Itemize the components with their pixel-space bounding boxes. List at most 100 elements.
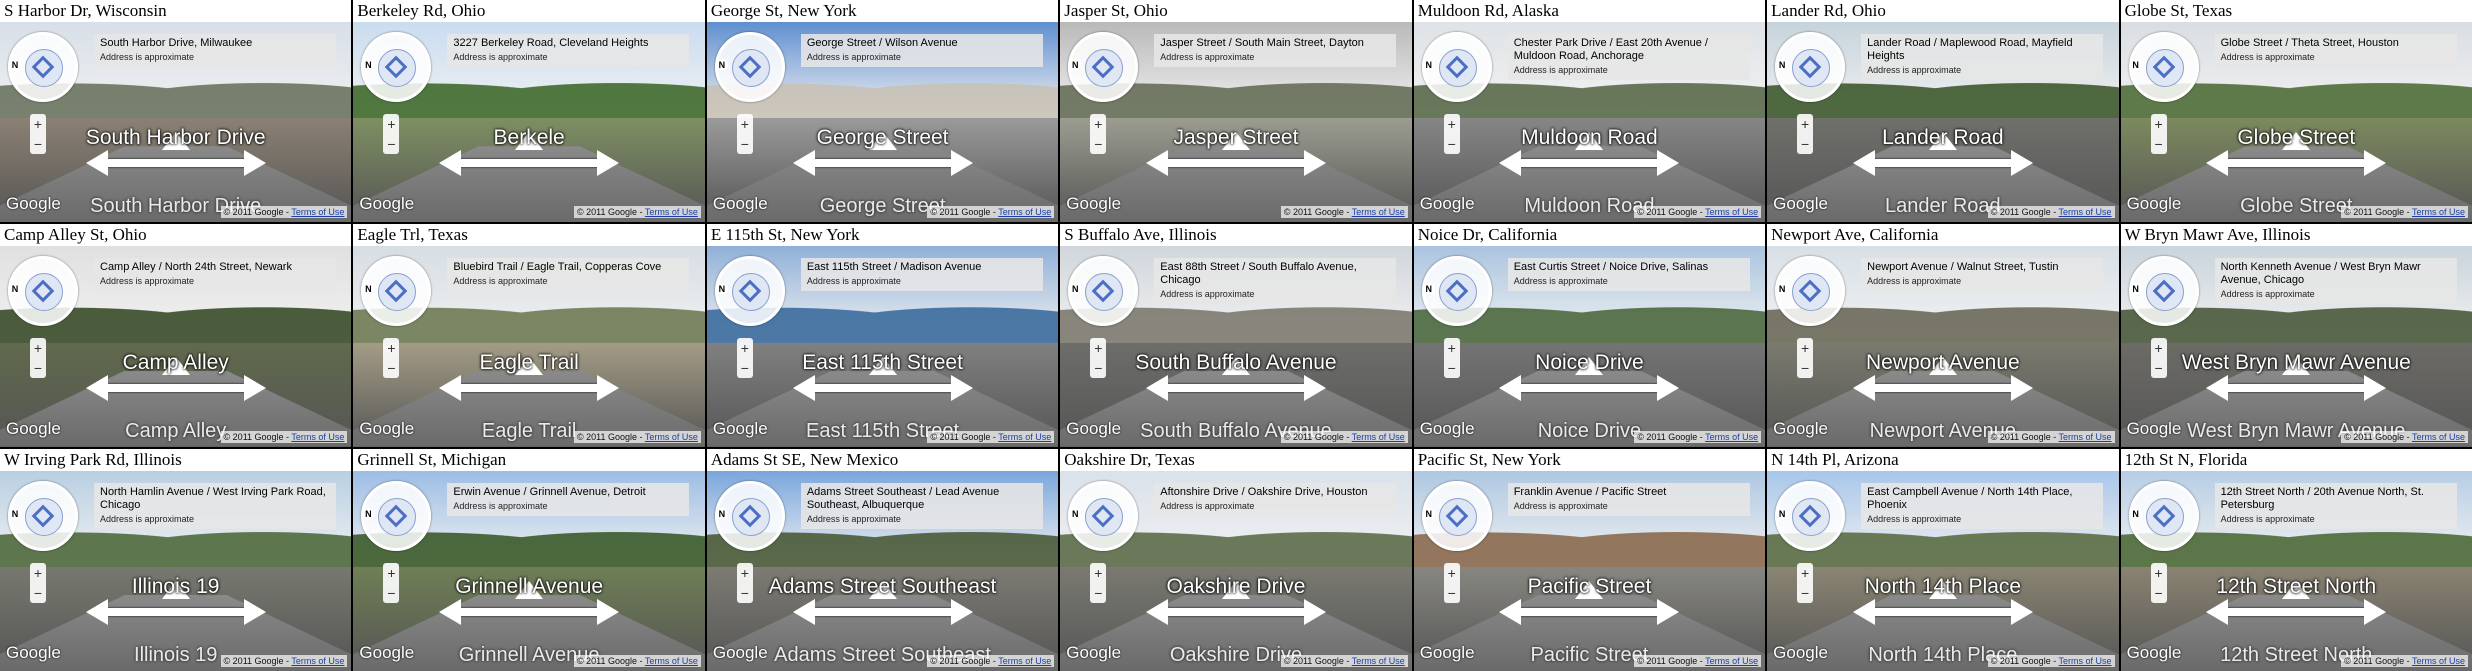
terms-of-use-link[interactable]: Terms of Use [1351,207,1405,218]
navigation-compass[interactable]: N [1421,32,1492,102]
zoom-in-button[interactable]: + [2154,564,2163,581]
forward-arrow-icon[interactable] [2282,132,2311,151]
arrow-left-icon[interactable] [1499,374,1522,401]
street-view-image[interactable]: N + − South Harbor Drive, Milwaukee Addr… [0,22,352,223]
navigation-compass[interactable]: N [1068,480,1139,551]
street-view-image[interactable]: N + − Aftonshire Drive / Oakshire Drive,… [1060,470,1412,671]
navigation-arrows-icon[interactable] [2206,150,2387,177]
zoom-control[interactable]: + − [1090,562,1107,603]
zoom-in-button[interactable]: + [1801,340,1810,357]
zoom-in-button[interactable]: + [387,564,396,581]
terms-of-use-link[interactable]: Terms of Use [2411,431,2465,442]
navigation-arrows-icon[interactable] [2206,374,2387,401]
zoom-in-button[interactable]: + [33,564,43,581]
forward-arrow-icon[interactable] [515,356,544,375]
zoom-out-button[interactable]: − [1447,584,1456,601]
navigation-compass[interactable]: N [1068,256,1139,327]
navigation-arrows-icon[interactable] [1145,374,1326,401]
zoom-control[interactable]: + − [736,562,753,603]
terms-of-use-link[interactable]: Terms of Use [291,207,345,218]
arrow-left-icon[interactable] [1499,150,1522,177]
navigation-arrows-icon[interactable] [85,374,266,401]
street-view-image[interactable]: N + − Erwin Avenue / Grinnell Avenue, De… [353,470,705,671]
street-view-image[interactable]: N + − Franklin Avenue / Pacific Street A… [1413,470,1766,671]
arrow-left-icon[interactable] [792,150,815,177]
zoom-out-button[interactable]: − [33,584,43,601]
arrow-right-icon[interactable] [2010,374,2033,401]
zoom-in-button[interactable]: + [1094,564,1103,581]
arrow-right-icon[interactable] [243,598,266,625]
zoom-in-button[interactable]: + [387,340,396,357]
arrow-left-icon[interactable] [2206,598,2229,625]
forward-arrow-icon[interactable] [868,356,897,375]
street-view-image[interactable]: N + − Camp Alley / North 24th Street, Ne… [0,246,352,447]
arrow-left-icon[interactable] [1145,374,1168,401]
zoom-control[interactable]: + − [2150,562,2167,603]
arrow-left-icon[interactable] [2206,374,2229,401]
zoom-in-button[interactable]: + [1447,340,1456,357]
navigation-compass[interactable]: N [714,480,785,551]
zoom-control[interactable]: + − [383,114,400,154]
arrow-right-icon[interactable] [1303,150,1326,177]
terms-of-use-link[interactable]: Terms of Use [2411,655,2465,666]
street-view-image[interactable]: N + − North Hamlin Avenue / West Irving … [0,470,352,671]
street-view-image[interactable]: N + − North Kenneth Avenue / West Bryn M… [2120,246,2472,447]
zoom-control[interactable]: + − [736,338,753,379]
zoom-out-button[interactable]: − [1447,360,1456,377]
zoom-in-button[interactable]: + [2154,116,2163,132]
zoom-out-button[interactable]: − [1801,136,1810,152]
zoom-in-button[interactable]: + [740,564,749,581]
arrow-right-icon[interactable] [950,598,973,625]
forward-arrow-icon[interactable] [1221,356,1250,375]
street-view-image[interactable]: N + − 3227 Berkeley Road, Cleveland Heig… [353,22,705,223]
zoom-out-button[interactable]: − [2154,584,2163,601]
zoom-control[interactable]: + − [1443,562,1460,603]
navigation-compass[interactable]: N [1068,32,1139,102]
zoom-out-button[interactable]: − [387,584,396,601]
arrow-left-icon[interactable] [1145,150,1168,177]
navigation-compass[interactable]: N [1775,32,1846,102]
street-view-image[interactable]: N + − East Curtis Street / Noice Drive, … [1413,246,1766,447]
street-view-image[interactable]: N + − Chester Park Drive / East 20th Ave… [1413,22,1766,223]
terms-of-use-link[interactable]: Terms of Use [2058,207,2112,218]
zoom-control[interactable]: + − [30,562,46,603]
zoom-control[interactable]: + − [2150,114,2167,154]
navigation-arrows-icon[interactable] [1499,598,1680,625]
terms-of-use-link[interactable]: Terms of Use [2058,431,2112,442]
zoom-control[interactable]: + − [1443,114,1460,154]
street-view-image[interactable]: N + − East 115th Street / Madison Avenue… [706,246,1059,447]
navigation-compass[interactable]: N [8,32,78,102]
forward-arrow-icon[interactable] [1221,132,1250,151]
forward-arrow-icon[interactable] [1928,580,1957,599]
arrow-right-icon[interactable] [2364,374,2387,401]
forward-arrow-icon[interactable] [2282,580,2311,599]
arrow-left-icon[interactable] [85,374,108,401]
arrow-right-icon[interactable] [1303,374,1326,401]
arrow-right-icon[interactable] [597,598,620,625]
zoom-control[interactable]: + − [1797,114,1814,154]
navigation-compass[interactable]: N [2128,32,2199,102]
navigation-compass[interactable]: N [1775,256,1846,327]
street-view-image[interactable]: N + − Jasper Street / South Main Street,… [1060,22,1412,223]
street-view-image[interactable]: N + − 12th Street North / 20th Avenue No… [2120,470,2472,671]
zoom-out-button[interactable]: − [33,360,43,377]
street-view-image[interactable]: N + − Adams Street Southeast / Lead Aven… [706,470,1059,671]
navigation-compass[interactable]: N [1421,480,1492,551]
navigation-arrows-icon[interactable] [2206,598,2387,625]
arrow-left-icon[interactable] [439,598,462,625]
arrow-left-icon[interactable] [792,374,815,401]
forward-arrow-icon[interactable] [1575,356,1604,375]
arrow-left-icon[interactable] [85,598,108,625]
zoom-out-button[interactable]: − [1801,584,1810,601]
arrow-left-icon[interactable] [1499,598,1522,625]
navigation-arrows-icon[interactable] [439,598,620,625]
zoom-out-button[interactable]: − [33,136,43,152]
street-view-image[interactable]: N + − Bluebird Trail / Eagle Trail, Copp… [353,246,705,447]
zoom-control[interactable]: + − [383,338,400,379]
street-view-image[interactable]: N + − George Street / Wilson Avenue Addr… [706,22,1059,223]
terms-of-use-link[interactable]: Terms of Use [1351,655,1405,666]
arrow-left-icon[interactable] [1852,374,1875,401]
zoom-out-button[interactable]: − [1447,136,1456,152]
street-view-image[interactable]: N + − Lander Road / Maplewood Road, Mayf… [1767,22,2119,223]
zoom-in-button[interactable]: + [1447,564,1456,581]
